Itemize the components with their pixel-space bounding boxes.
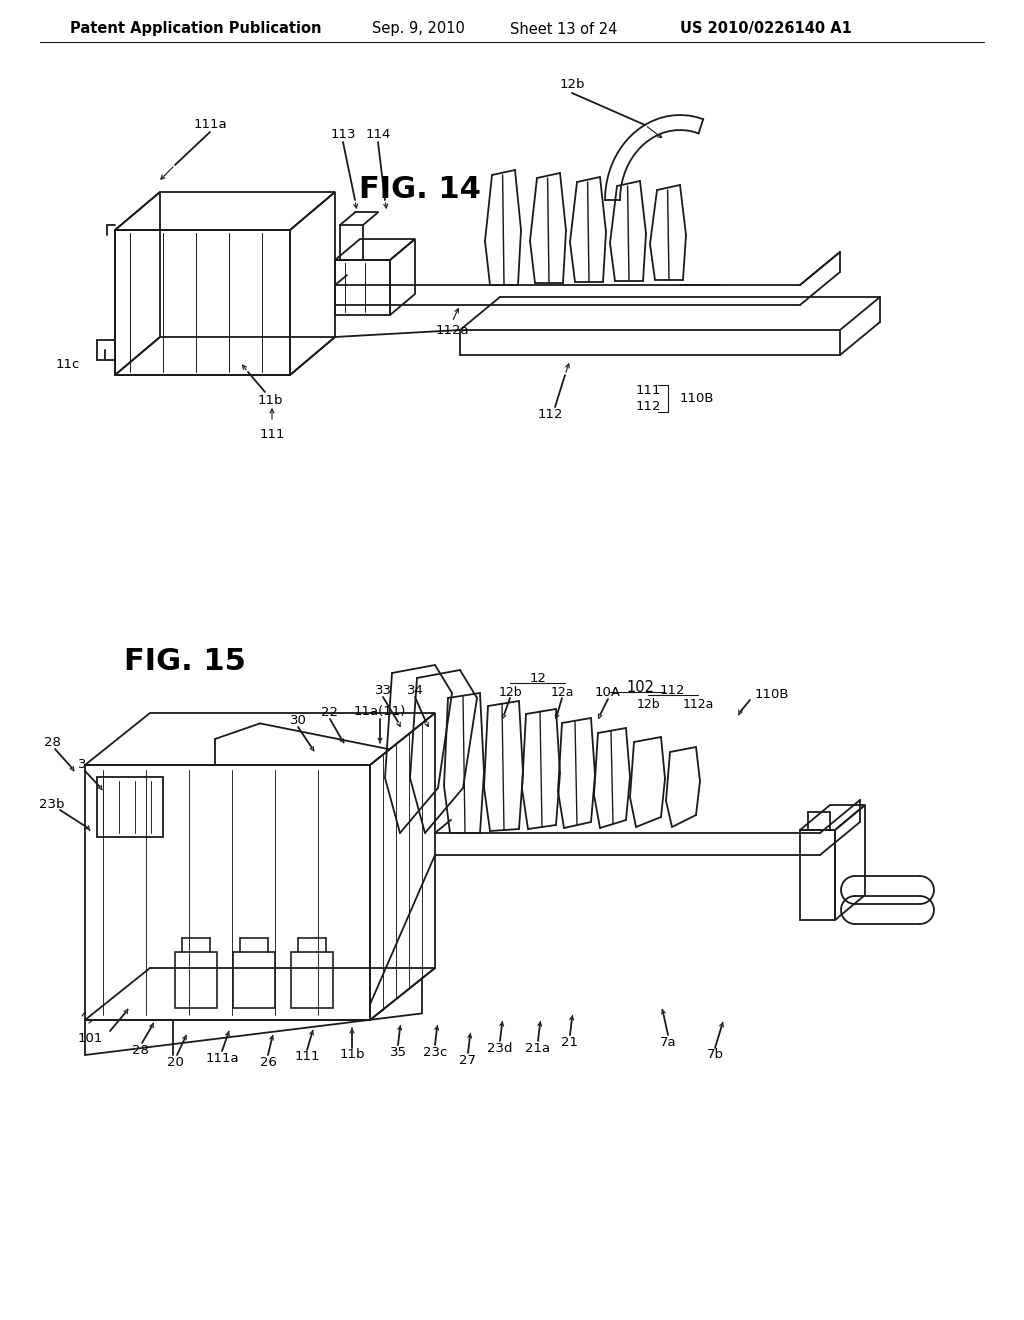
Text: 26: 26 (259, 1056, 276, 1068)
Text: 110B: 110B (755, 689, 790, 701)
Text: 23c: 23c (423, 1045, 447, 1059)
Text: 11c: 11c (56, 359, 80, 371)
Text: 111: 111 (259, 429, 285, 441)
Text: 11b: 11b (257, 393, 283, 407)
Text: 101: 101 (78, 1031, 102, 1044)
Text: 111: 111 (636, 384, 662, 396)
Text: 28: 28 (131, 1044, 148, 1056)
Text: US 2010/0226140 A1: US 2010/0226140 A1 (680, 21, 852, 37)
Text: 27: 27 (460, 1053, 476, 1067)
Text: 113: 113 (331, 128, 355, 141)
Text: 12b: 12b (636, 697, 659, 710)
Text: 110B: 110B (680, 392, 715, 404)
Text: 11a(11): 11a(11) (354, 705, 407, 718)
Text: 112a: 112a (682, 697, 714, 710)
Text: 12b: 12b (499, 685, 522, 698)
Text: 111a: 111a (205, 1052, 239, 1064)
Text: 23d: 23d (487, 1041, 513, 1055)
Text: 111: 111 (294, 1051, 319, 1064)
Text: Sep. 9, 2010: Sep. 9, 2010 (372, 21, 465, 37)
Text: 114: 114 (366, 128, 391, 141)
Text: 112a: 112a (435, 323, 469, 337)
Text: 33: 33 (375, 684, 391, 697)
Text: 34: 34 (407, 684, 424, 697)
Text: 112: 112 (659, 684, 685, 697)
Text: 112: 112 (636, 400, 662, 413)
Text: 35: 35 (389, 1045, 407, 1059)
Text: 12a: 12a (550, 685, 573, 698)
Text: 112: 112 (538, 408, 563, 421)
Text: 21a: 21a (525, 1041, 551, 1055)
Text: 30: 30 (290, 714, 306, 726)
Text: 7b: 7b (707, 1048, 724, 1061)
Text: 10A: 10A (595, 685, 621, 698)
Text: 111a: 111a (194, 119, 226, 132)
Text: 3: 3 (78, 758, 86, 771)
Text: 20: 20 (167, 1056, 183, 1068)
Text: 102: 102 (626, 681, 654, 696)
Text: 23b: 23b (39, 797, 65, 810)
Text: 22: 22 (322, 705, 339, 718)
Text: 12b: 12b (559, 78, 585, 91)
Text: 7a: 7a (659, 1035, 676, 1048)
Text: Patent Application Publication: Patent Application Publication (70, 21, 322, 37)
Text: FIG. 15: FIG. 15 (124, 648, 246, 676)
Text: FIG. 14: FIG. 14 (359, 176, 481, 205)
Text: 12: 12 (529, 672, 547, 685)
Text: 28: 28 (44, 735, 60, 748)
Text: 21: 21 (561, 1035, 579, 1048)
Text: Sheet 13 of 24: Sheet 13 of 24 (510, 21, 617, 37)
Text: 11b: 11b (339, 1048, 365, 1061)
